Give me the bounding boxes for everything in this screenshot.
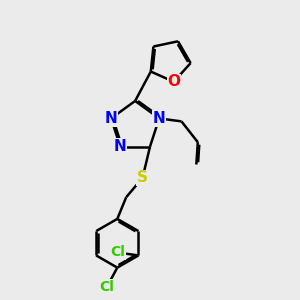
- Text: Cl: Cl: [100, 280, 114, 294]
- Text: N: N: [105, 111, 118, 126]
- Text: N: N: [114, 139, 127, 154]
- Text: O: O: [167, 74, 180, 89]
- Text: N: N: [153, 111, 166, 126]
- Text: Cl: Cl: [110, 245, 125, 260]
- Text: S: S: [137, 170, 148, 185]
